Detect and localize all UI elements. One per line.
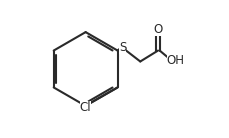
Text: S: S: [118, 41, 126, 54]
Text: O: O: [153, 23, 162, 36]
Text: OH: OH: [166, 54, 184, 67]
Text: Cl: Cl: [79, 101, 91, 114]
